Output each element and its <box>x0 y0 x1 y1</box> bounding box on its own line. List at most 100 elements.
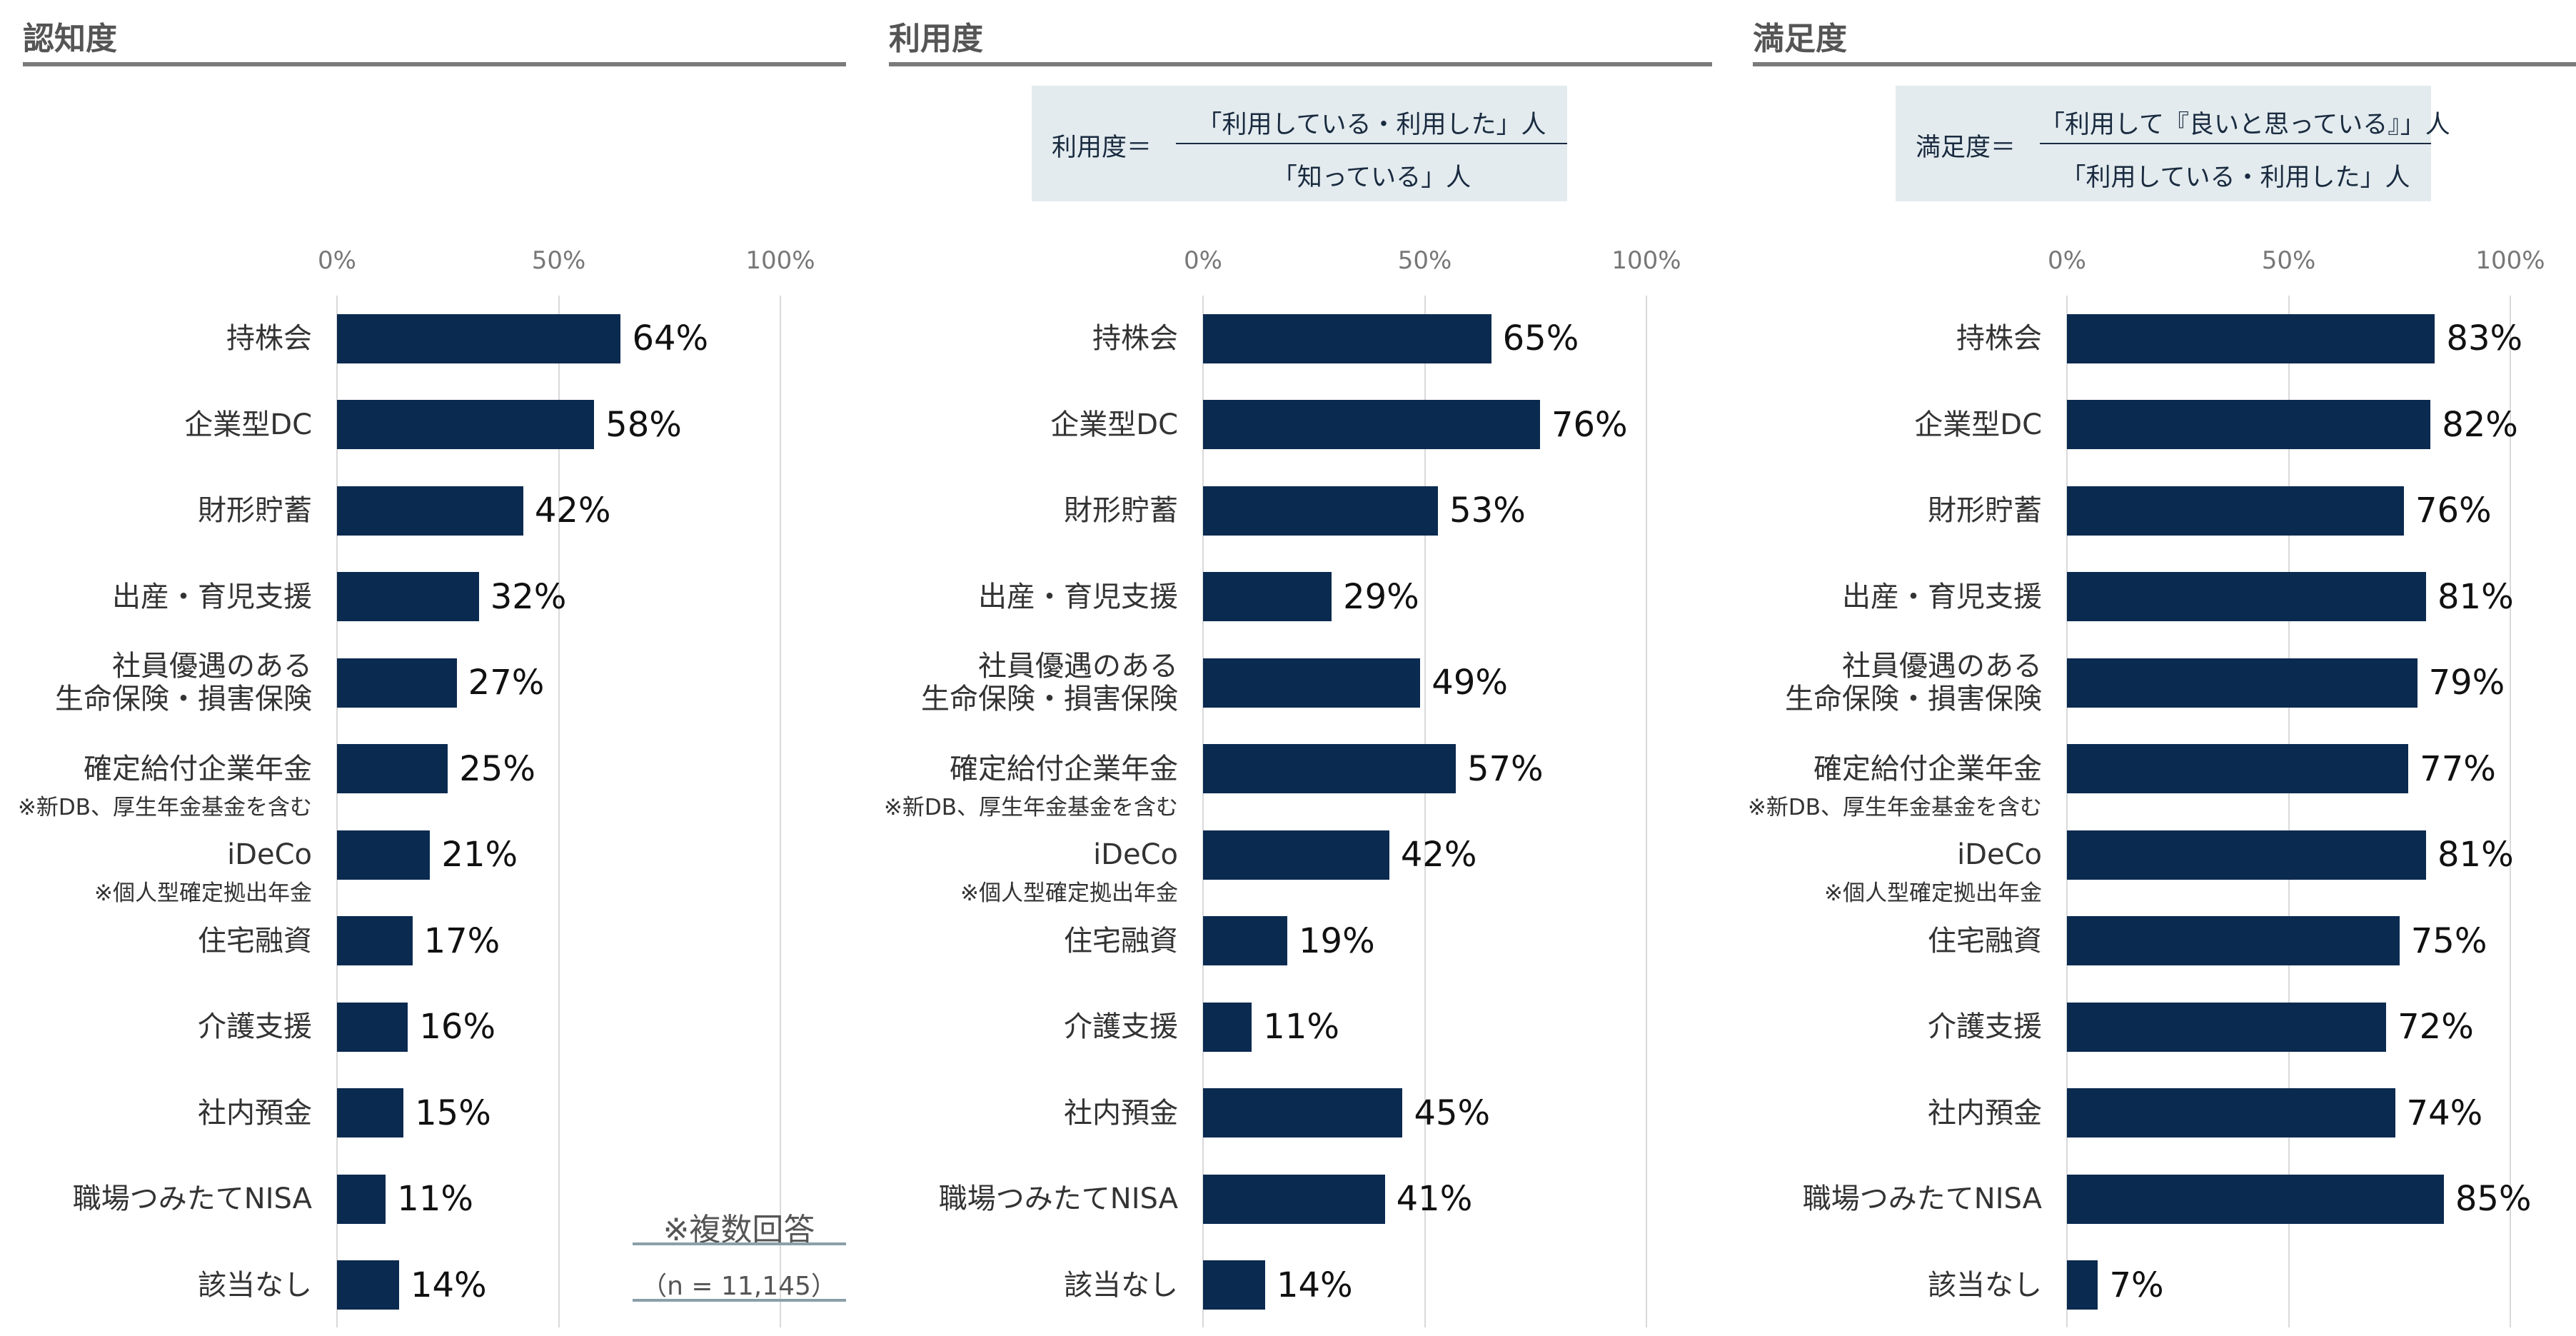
category-label: 介護支援 <box>1064 1010 1178 1043</box>
category-label: 社内預金 <box>198 1096 312 1130</box>
category-label: 財形貯蓄 <box>198 494 312 527</box>
sample-size: （n = 11,145） <box>641 1272 837 1301</box>
category-label: iDeCo <box>1093 838 1178 871</box>
bar <box>1203 744 1456 793</box>
bar <box>1203 1260 1265 1310</box>
category-label: 社員優遇のある 生命保険・損害保険 <box>55 650 312 715</box>
bar <box>1203 658 1421 708</box>
category-label: 住宅融資 <box>198 924 312 958</box>
bar <box>2067 572 2426 621</box>
title-underline <box>1753 62 2576 66</box>
x-tick-label: 100% <box>745 246 815 275</box>
category-label: 確定給付企業年金 <box>1813 752 2042 785</box>
category-label: 職場つみたてNISA <box>938 1182 1178 1215</box>
bar <box>337 1002 408 1052</box>
value-label: 49% <box>1432 663 1508 703</box>
bar <box>1203 572 1332 621</box>
category-label: 出産・育児支援 <box>1842 580 2042 613</box>
title-underline <box>23 62 846 66</box>
bar <box>337 1260 399 1310</box>
grid-line <box>558 296 560 1327</box>
category-label: 該当なし <box>1064 1268 1178 1302</box>
chart-title: 満足度 <box>1753 21 1847 57</box>
formula-label: 満足度＝ <box>1916 134 2016 162</box>
value-label: 11% <box>1263 1007 1339 1047</box>
category-label: 住宅融資 <box>1064 924 1178 958</box>
value-label: 79% <box>2428 663 2505 703</box>
value-label: 27% <box>468 663 545 703</box>
category-label: 職場つみたてNISA <box>72 1182 312 1215</box>
chart-panel: 利用度 0% 50% 100% 持株会 65% 企業型DC 76% 財形貯蓄 53% 出産・育児支援… <box>884 0 1712 1336</box>
bar <box>1203 313 1491 363</box>
bar <box>337 744 448 793</box>
value-label: 19% <box>1298 920 1375 961</box>
category-label: 持株会 <box>1092 322 1178 355</box>
formula-denominator: 「利用している・利用した」人 <box>2061 164 2410 192</box>
value-label: 14% <box>410 1265 487 1305</box>
note: ※複数回答 <box>663 1212 815 1248</box>
x-tick-label: 50% <box>1397 246 1452 275</box>
category-label: iDeCo <box>227 838 312 871</box>
chart-title: 認知度 <box>23 21 117 57</box>
value-label: 65% <box>1502 318 1579 358</box>
category-label: 持株会 <box>226 322 312 355</box>
bar <box>1203 916 1287 965</box>
bar <box>2067 1174 2444 1224</box>
value-label: 53% <box>1449 491 1526 531</box>
value-label: 42% <box>534 491 611 531</box>
bar <box>337 830 431 880</box>
value-label: 11% <box>397 1179 473 1219</box>
fraction-line <box>1176 143 1567 144</box>
value-label: 82% <box>2442 404 2518 445</box>
category-label: 財形貯蓄 <box>1064 494 1178 527</box>
value-label: 45% <box>1414 1093 1491 1133</box>
grid-line <box>1646 296 1647 1327</box>
grid-line <box>336 296 338 1327</box>
bar <box>1203 830 1389 880</box>
chart-panel: 満足度 0% 50% 100% 持株会 83% 企業型DC 82% 財形貯蓄 76% 出産・育児支援… <box>1748 0 2576 1336</box>
category-label: 財形貯蓄 <box>1928 494 2042 527</box>
formula-box: 満足度＝ 「利用して『良いと思っている』」人 「利用している・利用した」人 <box>1896 86 2450 201</box>
category-label: 出産・育児支援 <box>978 580 1178 613</box>
category-note: ※新DB、厚生年金基金を含む <box>17 794 312 820</box>
formula-box: 利用度＝ 「利用している・利用した」人 「知っている」人 <box>1032 86 1567 201</box>
bar <box>2067 744 2409 793</box>
value-label: 58% <box>605 404 682 445</box>
category-label: 該当なし <box>198 1268 312 1302</box>
title-underline <box>889 62 1712 66</box>
value-label: 64% <box>632 318 709 358</box>
grid-line <box>2510 296 2511 1327</box>
category-label: 持株会 <box>1956 322 2042 355</box>
x-tick-label: 100% <box>1611 246 1681 275</box>
formula-label: 利用度＝ <box>1052 134 1152 162</box>
value-label: 75% <box>2410 920 2487 961</box>
bar <box>2067 1002 2387 1052</box>
category-note: ※個人型確定拠出年金 <box>1824 880 2042 906</box>
bar <box>2067 1260 2098 1310</box>
value-label: 83% <box>2446 318 2523 358</box>
value-label: 32% <box>490 576 567 617</box>
bar <box>2067 486 2404 536</box>
bar <box>1203 1174 1385 1224</box>
category-label: 社員優遇のある 生命保険・損害保険 <box>1785 650 2042 715</box>
value-label: 29% <box>1343 576 1419 617</box>
note-underline <box>633 1242 846 1245</box>
value-label: 77% <box>2420 748 2496 789</box>
value-label: 42% <box>1400 835 1477 875</box>
bar <box>2067 658 2417 708</box>
category-label: 介護支援 <box>198 1010 312 1043</box>
bar <box>337 1088 404 1137</box>
bar <box>337 400 595 449</box>
bar <box>1203 1088 1403 1137</box>
value-label: 16% <box>419 1007 496 1047</box>
value-label: 76% <box>2415 491 2492 531</box>
category-label: 職場つみたてNISA <box>1802 1182 2042 1215</box>
sample-underline <box>633 1299 846 1302</box>
value-label: 76% <box>1551 404 1628 445</box>
grid-line <box>2288 296 2290 1327</box>
value-label: 85% <box>2455 1179 2532 1219</box>
bar <box>1203 486 1439 536</box>
bar <box>337 658 457 708</box>
x-tick-label: 50% <box>531 246 586 275</box>
